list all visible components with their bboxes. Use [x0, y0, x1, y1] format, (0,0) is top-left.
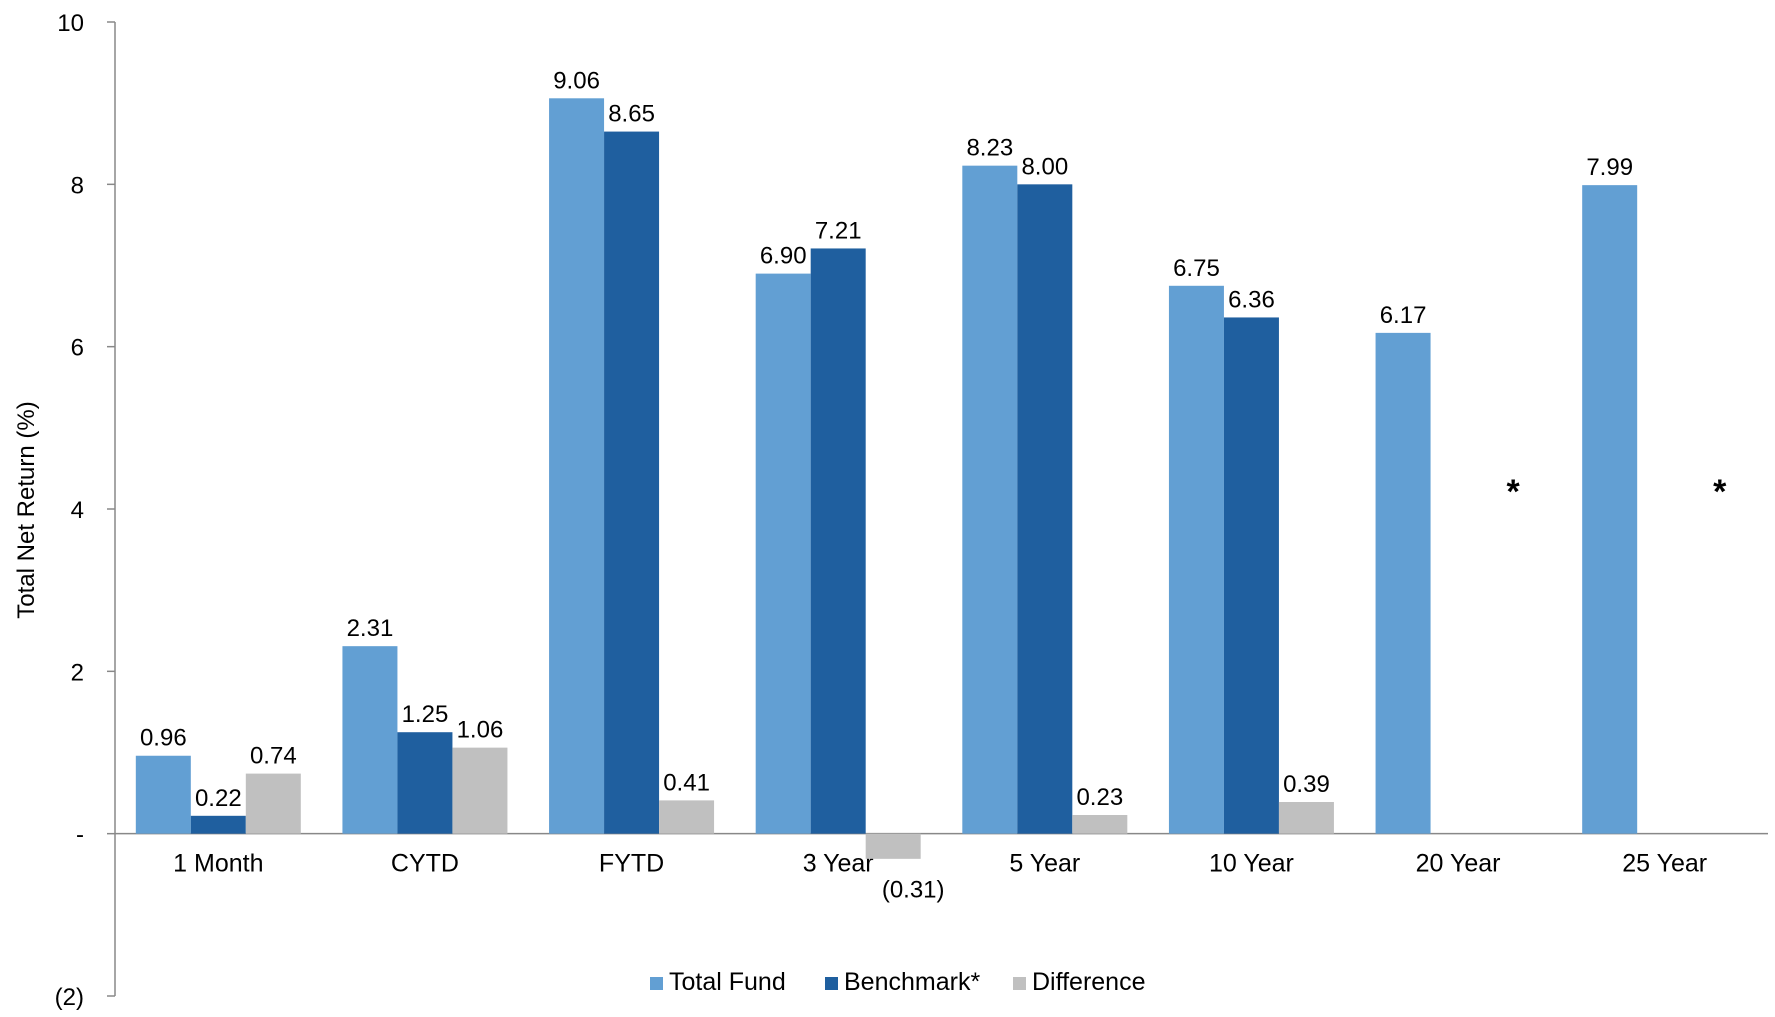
- legend-swatch: [825, 977, 838, 990]
- data-label: 6.75: [1173, 255, 1220, 282]
- legend-swatch: [650, 977, 663, 990]
- x-category-label: 5 Year: [1009, 850, 1080, 878]
- data-label: 1.25: [402, 701, 449, 728]
- bar-difference: [1072, 814, 1128, 834]
- bar-total-fund: [135, 755, 191, 834]
- bar-difference: [245, 773, 301, 834]
- bar-difference: [659, 800, 715, 834]
- data-label: 8.00: [1021, 153, 1068, 180]
- y-tick-label: -: [76, 822, 84, 849]
- bar-benchmark-: [190, 815, 246, 834]
- chart-data-labels: 0.96 0.22 0.74 2.31 1.25 1.06 9.06 8.65 0.41 6.90…: [140, 67, 1727, 903]
- x-category-label: 3 Year: [803, 850, 874, 878]
- data-label: 0.23: [1076, 784, 1123, 811]
- y-tick-label: 4: [71, 497, 84, 524]
- y-axis-title: Total Net Return (%): [13, 401, 40, 618]
- chart-axes: 10 8 6 4 2 - (2) 1 Month CYTD FYTD 3 Year 5 Year 10 …: [55, 10, 1768, 1011]
- data-label: 2.31: [347, 615, 394, 642]
- data-label: 6.90: [760, 243, 807, 270]
- bar-difference: [1278, 802, 1334, 834]
- data-label: 0.22: [195, 785, 242, 812]
- bar-benchmark-: [1017, 184, 1073, 834]
- data-label: 6.17: [1380, 302, 1427, 329]
- data-label: 0.39: [1283, 771, 1330, 798]
- data-label-asterisk: *: [1506, 473, 1520, 511]
- y-tick-label: 10: [57, 10, 84, 37]
- legend-label: Benchmark*: [844, 968, 980, 996]
- chart-legend: Total Fund Benchmark* Difference: [650, 968, 1146, 996]
- legend-label: Difference: [1032, 968, 1146, 996]
- bar-benchmark-: [604, 131, 660, 834]
- chart-bars: [135, 98, 1638, 859]
- data-label: 8.65: [608, 101, 655, 128]
- y-tick-label: 8: [71, 172, 84, 199]
- y-tick-label: 2: [71, 659, 84, 686]
- bar-total-fund: [1582, 185, 1638, 834]
- bar-total-fund: [962, 165, 1018, 834]
- data-label: (0.31): [882, 877, 945, 904]
- bar-total-fund: [342, 646, 398, 834]
- bar-total-fund: [1168, 285, 1224, 834]
- x-category-label: 25 Year: [1622, 850, 1707, 878]
- data-label: 0.74: [250, 743, 297, 770]
- bar-difference: [452, 747, 508, 834]
- x-category-label: 10 Year: [1209, 850, 1294, 878]
- bar-benchmark-: [397, 732, 453, 834]
- bar-benchmark-: [810, 248, 866, 834]
- bar-total-fund: [755, 273, 811, 834]
- y-tick-label: (2): [55, 984, 84, 1011]
- bar-total-fund: [549, 98, 605, 834]
- data-label-asterisk: *: [1713, 473, 1727, 511]
- data-label: 0.96: [140, 725, 187, 752]
- data-label: 7.21: [815, 217, 862, 244]
- x-category-label: 20 Year: [1416, 850, 1501, 878]
- x-category-label: FYTD: [599, 850, 664, 878]
- data-label: 9.06: [553, 67, 600, 94]
- bar-benchmark-: [1223, 317, 1279, 834]
- data-label: 8.23: [966, 135, 1013, 162]
- bar-total-fund: [1375, 332, 1431, 834]
- y-tick-label: 6: [71, 335, 84, 362]
- data-label: 7.99: [1586, 154, 1633, 181]
- data-label: 1.06: [457, 717, 504, 744]
- x-category-label: 1 Month: [173, 850, 263, 878]
- legend-swatch: [1013, 977, 1026, 990]
- bar-difference: [865, 833, 921, 859]
- data-label: 6.36: [1228, 286, 1275, 313]
- data-label: 0.41: [663, 769, 710, 796]
- legend-label: Total Fund: [669, 968, 786, 996]
- x-category-label: CYTD: [391, 850, 459, 878]
